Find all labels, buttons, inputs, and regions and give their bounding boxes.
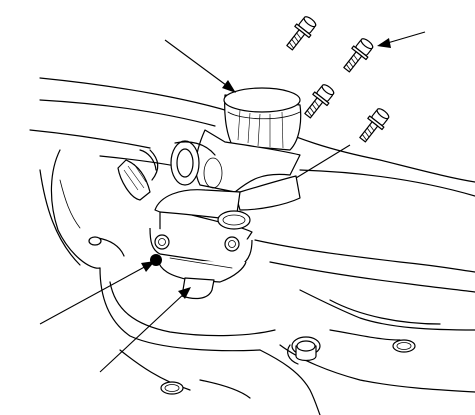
bolt-3 (304, 84, 335, 119)
bolt-4 (359, 108, 390, 143)
bracket-bolt-right (224, 236, 240, 252)
subframe-hole-lower (160, 381, 184, 395)
subframe-hole (392, 339, 416, 353)
side-bracket (117, 149, 159, 201)
bolt-1 (286, 16, 317, 51)
bracket-bolt-left (154, 234, 170, 250)
bolt-2 (343, 38, 374, 73)
mount-insulator (149, 87, 302, 300)
callout-arrow-bracket-tab (99, 287, 191, 373)
callout-arrow-mount (164, 39, 236, 93)
callout-arrow-bolt (377, 31, 426, 48)
subframe-stud (287, 336, 321, 365)
locating-pin (88, 236, 102, 246)
callout-arrow-stud-line (295, 144, 351, 179)
callout-arrow-through-bolt (39, 261, 155, 325)
